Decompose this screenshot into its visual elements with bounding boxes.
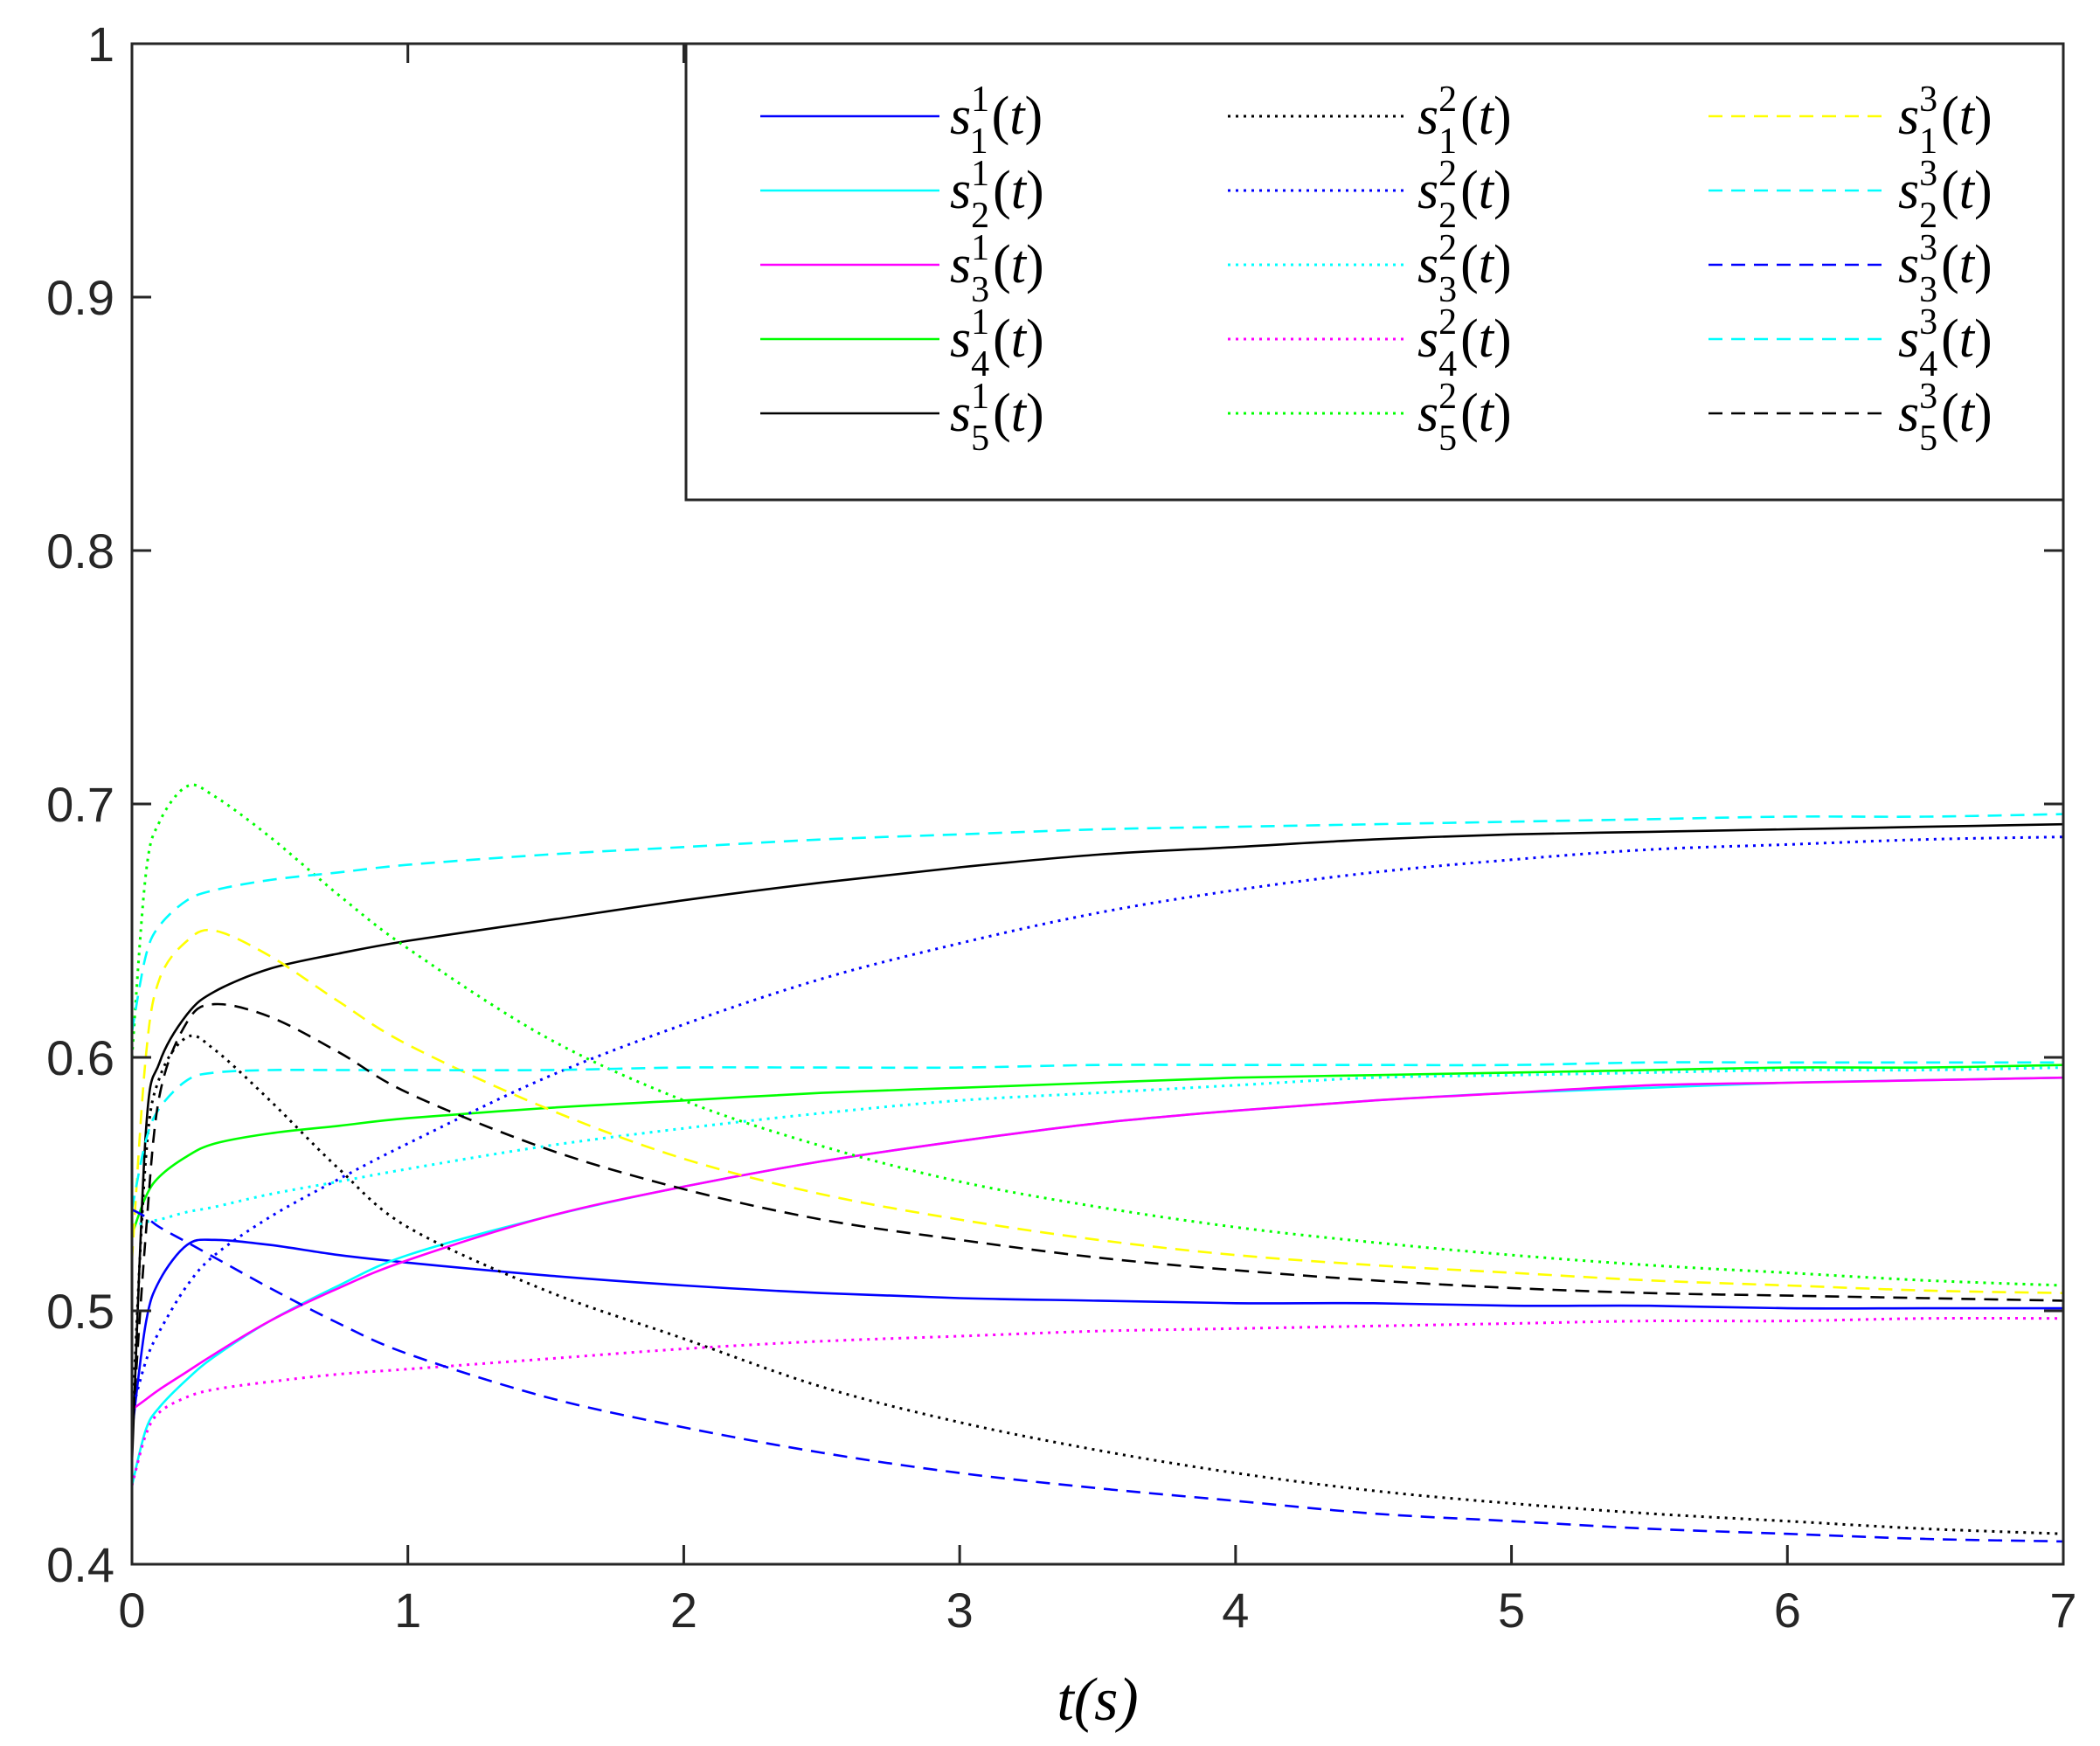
legend-box (684, 42, 2065, 502)
legend-label: s1 4(t) (950, 302, 1044, 385)
legend-item: s3 2(t) (1708, 154, 1993, 236)
legend-label: s2 2(t) (1417, 154, 1512, 236)
legend-item: s1 1(t) (760, 80, 1043, 162)
legend-item: s1 5(t) (760, 377, 1044, 459)
legend-label: s1 2(t) (950, 154, 1044, 236)
legend-item: s2 5(t) (1228, 377, 1512, 459)
legend-item: s2 4(t) (1228, 302, 1512, 385)
series-layer (130, 783, 2064, 1543)
legend-item: s3 3(t) (1708, 228, 1993, 310)
legend-label: s1 3(t) (950, 228, 1044, 310)
series-line-8 (131, 1066, 2064, 1229)
x-tick-label: 3 (946, 1583, 974, 1638)
legend-label: s2 4(t) (1417, 302, 1512, 385)
x-tick-label: 4 (1222, 1583, 1249, 1638)
x-tick-label: 2 (670, 1583, 697, 1638)
legend-item: s2 1(t) (1228, 80, 1512, 162)
x-tick-label: 1 (394, 1583, 421, 1638)
legend-label: s3 2(t) (1898, 154, 1993, 236)
legend-item: s1 4(t) (760, 302, 1044, 385)
ticks-layer: 0 1 2 3 4 5 6 7 0.4 0.5 0.6 0.7 0.8 0.9 1 (46, 17, 2076, 1638)
x-tick-label: 0 (118, 1583, 145, 1638)
legend-label: s2 5(t) (1417, 377, 1512, 459)
x-axis-label: t(s) (1057, 1666, 1138, 1734)
legend-item: s2 3(t) (1228, 228, 1512, 310)
series-line-5 (130, 822, 2064, 1464)
legend-label: s3 3(t) (1898, 228, 1993, 310)
y-tick-label: 0.4 (46, 1537, 114, 1592)
legend-label: s2 3(t) (1417, 228, 1512, 310)
legend-item: s2 2(t) (1228, 154, 1512, 236)
x-tick-label: 6 (1774, 1583, 1801, 1638)
y-tick-label: 0.5 (46, 1284, 114, 1339)
legend: s1 1(t)s1 2(t)s1 3(t)s1 4(t)s1 5(t) s2 1(t)s2 2(… (684, 42, 2065, 502)
legend-label: s3 5(t) (1898, 377, 1993, 459)
legend-label: s1 1(t) (950, 80, 1043, 162)
series-line-1 (130, 1238, 2064, 1433)
x-tick-label: 7 (2049, 1583, 2076, 1638)
y-tick-label: 0.6 (46, 1030, 114, 1085)
series-line-4 (130, 1064, 2064, 1236)
legend-item: s1 3(t) (760, 228, 1044, 310)
series-line-11 (130, 928, 2064, 1294)
legend-label: s2 1(t) (1417, 80, 1512, 162)
legend-item: s3 5(t) (1708, 377, 1993, 459)
legend-item: s3 4(t) (1708, 302, 1993, 385)
legend-label: s3 4(t) (1898, 302, 1993, 385)
y-tick-label: 0.9 (46, 270, 114, 325)
legend-label: s3 1(t) (1898, 80, 1993, 162)
series-line-13 (131, 1208, 2064, 1543)
series-line-9 (130, 1316, 2064, 1486)
legend-item: s1 2(t) (760, 154, 1044, 236)
y-tick-label: 1 (87, 17, 114, 72)
legend-item: s3 1(t) (1708, 80, 1993, 162)
y-tick-label: 0.8 (46, 523, 114, 579)
legend-label: s1 5(t) (950, 377, 1044, 459)
series-line-3 (131, 1076, 2064, 1411)
series-line-15 (130, 1002, 2064, 1438)
x-tick-label: 5 (1498, 1583, 1525, 1638)
y-tick-label: 0.7 (46, 777, 114, 832)
